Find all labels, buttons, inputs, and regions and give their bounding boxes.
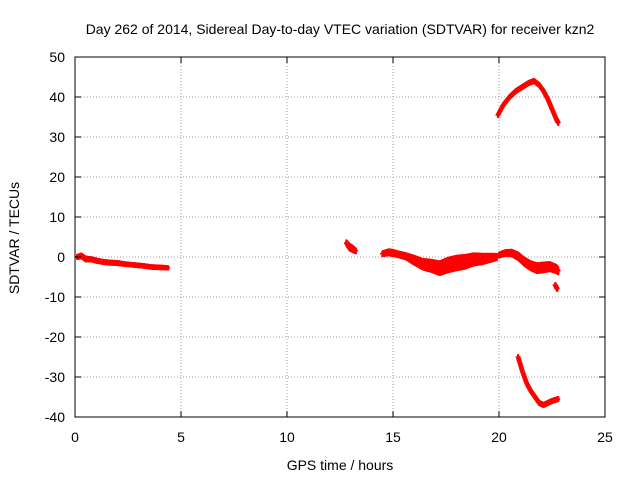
y-tick-label: 20 bbox=[49, 169, 65, 185]
y-tick-label: 30 bbox=[49, 129, 65, 145]
series-segment-late-drop bbox=[552, 281, 560, 293]
x-tick-label: 0 bbox=[71, 429, 79, 445]
series-segment-15-20h bbox=[379, 248, 499, 277]
y-tick-label: -30 bbox=[45, 369, 65, 385]
y-tick-label: 50 bbox=[49, 49, 65, 65]
series-segment-20-23h bbox=[496, 248, 561, 276]
series-arc-positive bbox=[495, 77, 561, 127]
series-segment-early bbox=[74, 252, 170, 271]
x-axis-label: GPS time / hours bbox=[287, 457, 394, 473]
y-tick-label: 10 bbox=[49, 209, 65, 225]
x-tick-label: 25 bbox=[597, 429, 613, 445]
y-tick-label: -20 bbox=[45, 329, 65, 345]
y-tick-label: 0 bbox=[57, 249, 65, 265]
data-layer bbox=[74, 77, 561, 409]
y-tick-label: 40 bbox=[49, 89, 65, 105]
x-tick-label: 5 bbox=[177, 429, 185, 445]
chart-title: Day 262 of 2014, Sidereal Day-to-day VTE… bbox=[86, 21, 595, 37]
x-tick-label: 15 bbox=[385, 429, 401, 445]
series-arc-negative bbox=[515, 353, 561, 409]
y-tick-label: -40 bbox=[45, 409, 65, 425]
tick-layer: 0 5 10 15 20 25 -40 -30 -20 -10 0 10 20 30 40 50 bbox=[45, 49, 613, 445]
series-segment-13h bbox=[343, 239, 359, 255]
grid-layer bbox=[75, 57, 605, 417]
plot-frame bbox=[74, 56, 606, 418]
y-axis-label: SDTVAR / TECUs bbox=[6, 182, 22, 294]
x-tick-label: 20 bbox=[491, 429, 507, 445]
y-tick-label: -10 bbox=[45, 289, 65, 305]
x-tick-label: 10 bbox=[279, 429, 295, 445]
